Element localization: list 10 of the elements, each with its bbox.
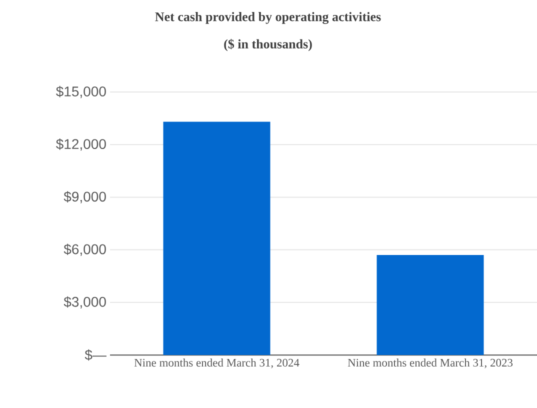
chart-subtitle: ($ in thousands): [224, 38, 312, 52]
chart-title: Net cash provided by operating activities: [155, 12, 381, 24]
y-tick-label: $15,000: [56, 86, 106, 98]
y-tick-label: $12,000: [56, 138, 106, 151]
x-tick-label: Nine months ended March 31, 2024: [134, 358, 300, 368]
y-tick-label: $3,000: [64, 296, 106, 308]
x-tick-label: Nine months ended March 31, 2023: [348, 358, 513, 368]
y-tick-label: $9,000: [64, 191, 106, 204]
y-tick-label: $6,000: [64, 244, 106, 256]
y-tick-label: $—: [84, 349, 106, 361]
